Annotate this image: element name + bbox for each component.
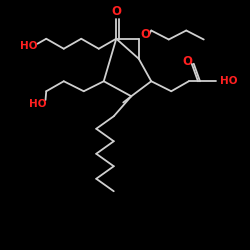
Text: HO: HO [29, 99, 46, 109]
Text: O: O [182, 55, 192, 68]
Text: HO: HO [220, 76, 238, 86]
Text: O: O [141, 28, 151, 42]
Text: HO: HO [20, 41, 38, 51]
Text: O: O [111, 5, 121, 18]
